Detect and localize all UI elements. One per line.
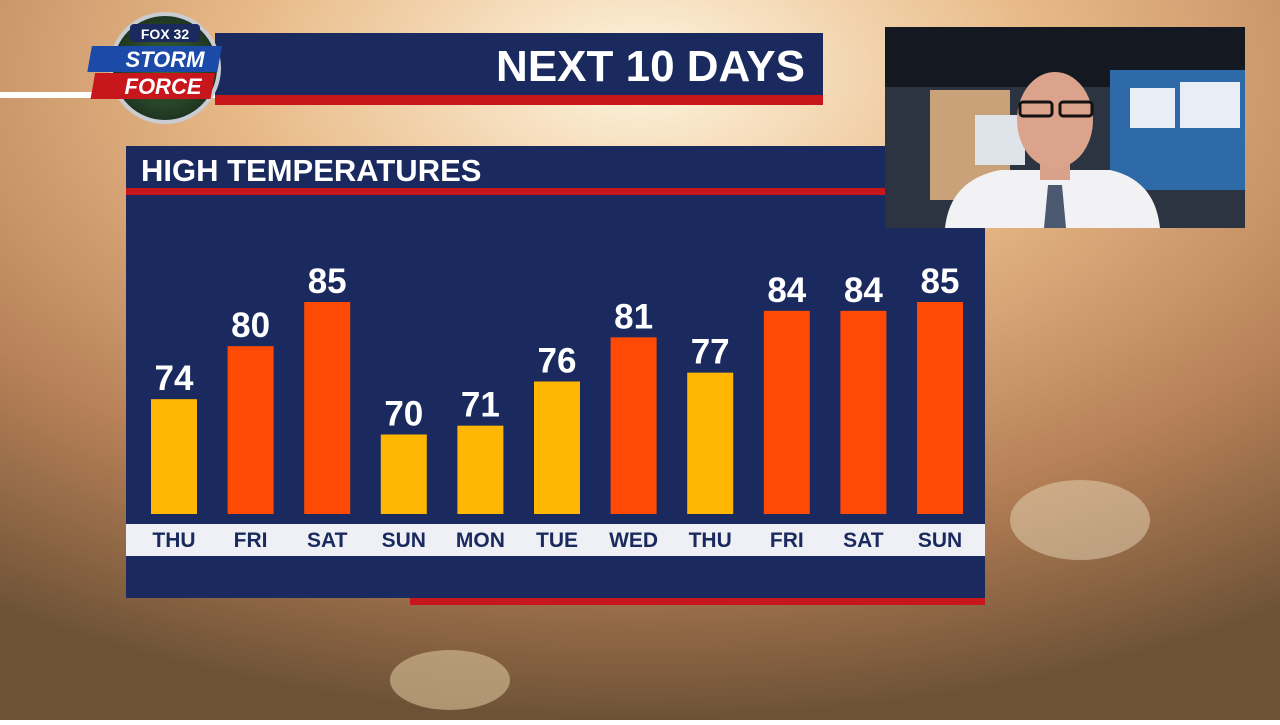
- chart-title: HIGH TEMPERATURES: [141, 153, 481, 188]
- category-label: FRI: [770, 529, 804, 552]
- presenter-glasses: [1018, 100, 1054, 118]
- value-label: 74: [155, 359, 194, 398]
- category-label: SAT: [307, 529, 348, 552]
- panel-bottom-stripe: [410, 598, 985, 605]
- logo-line2: FORCE: [125, 74, 203, 99]
- value-label: 84: [767, 271, 806, 310]
- background-blur: [1010, 480, 1150, 560]
- video-screen: [1180, 82, 1240, 128]
- logo-tag: [130, 24, 200, 42]
- category-label: SUN: [918, 529, 962, 552]
- bar: [304, 302, 351, 514]
- category-label: THU: [689, 529, 732, 552]
- logo-line1: STORM: [125, 47, 205, 72]
- bar: [534, 381, 580, 514]
- category-label: TUE: [536, 529, 578, 552]
- logo-bar: [87, 46, 222, 72]
- chart-title-stripe: [126, 188, 985, 195]
- value-label: 85: [921, 262, 960, 301]
- bar: [151, 399, 197, 514]
- value-label: 84: [844, 271, 883, 310]
- bar: [457, 425, 504, 514]
- bar: [763, 310, 810, 514]
- value-label: 70: [384, 395, 423, 434]
- logo-bar: [90, 73, 216, 99]
- bar: [610, 337, 657, 514]
- value-label: 85: [308, 262, 347, 301]
- value-label: 77: [691, 333, 730, 372]
- category-label: MON: [456, 529, 505, 552]
- video-screen: [975, 115, 1025, 165]
- category-label: THU: [152, 529, 195, 552]
- video-screen: [1130, 88, 1175, 128]
- presenter-tie: [1044, 185, 1066, 228]
- value-label: 80: [231, 306, 270, 345]
- plot: 74 THU 80 FRI 85 SAT 70 SUN 71 MON 76 TUE 81 WED 77 THU…: [151, 262, 963, 552]
- category-strip: [126, 524, 985, 556]
- bar: [840, 310, 887, 514]
- header-title: NEXT 10 DAYS: [496, 42, 805, 91]
- bar: [227, 346, 274, 514]
- category-label: SUN: [382, 529, 426, 552]
- value-label: 71: [461, 386, 500, 425]
- presenter-glasses: [1058, 100, 1094, 118]
- header-banner: [215, 33, 823, 95]
- header-stripe: [215, 95, 823, 105]
- background-blur: [390, 650, 510, 710]
- bar: [687, 372, 734, 514]
- category-label: SAT: [843, 529, 884, 552]
- bar: [380, 434, 427, 514]
- bar: [917, 302, 963, 514]
- category-label: WED: [609, 529, 658, 552]
- presenter-head: [1017, 72, 1093, 168]
- logo-top: FOX 32: [141, 26, 189, 42]
- value-label: 76: [538, 342, 577, 381]
- category-label: FRI: [234, 529, 268, 552]
- value-label: 81: [614, 297, 653, 336]
